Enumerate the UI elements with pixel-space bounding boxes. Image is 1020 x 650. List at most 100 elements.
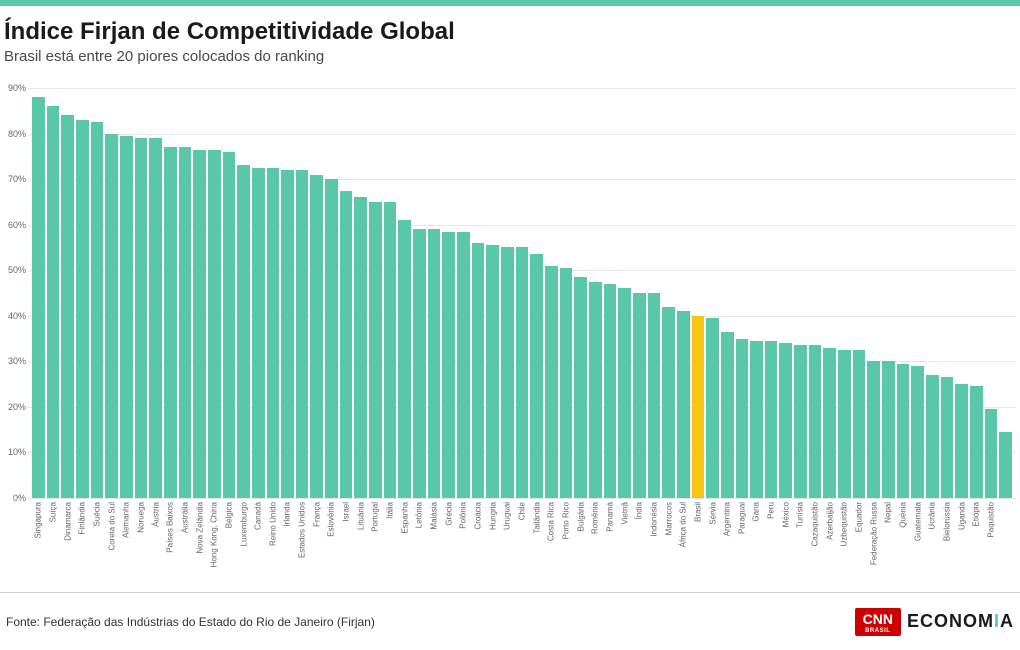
bar-slot bbox=[765, 88, 778, 498]
y-axis-label: 70% bbox=[4, 174, 26, 184]
x-label: Bulgária bbox=[576, 502, 585, 531]
bar-slot bbox=[501, 88, 514, 498]
x-label: Luxemburgo bbox=[239, 502, 248, 546]
y-axis-label: 10% bbox=[4, 447, 26, 457]
x-label: Alemanha bbox=[122, 502, 131, 538]
bar bbox=[765, 341, 778, 498]
bar bbox=[149, 138, 162, 498]
bar-slot bbox=[252, 88, 265, 498]
x-label: Eslovênia bbox=[327, 502, 336, 537]
bar-slot bbox=[281, 88, 294, 498]
bar bbox=[61, 115, 74, 498]
bar bbox=[120, 136, 133, 498]
top-accent-border bbox=[0, 0, 1020, 6]
bar-slot bbox=[369, 88, 382, 498]
bar bbox=[76, 120, 89, 498]
bar-slot bbox=[398, 88, 411, 498]
bar-slot bbox=[633, 88, 646, 498]
x-label: Panamá bbox=[605, 502, 614, 532]
x-label: Ucrânia bbox=[928, 502, 937, 530]
bar-slot bbox=[604, 88, 617, 498]
bar-slot bbox=[955, 88, 968, 498]
bar-slot bbox=[853, 88, 866, 498]
x-label: Singapura bbox=[34, 502, 43, 538]
x-label: Portugal bbox=[371, 502, 380, 532]
bar-slot bbox=[76, 88, 89, 498]
plot-region: 0%10%20%30%40%50%60%70%80%90% bbox=[28, 88, 1016, 498]
bar bbox=[281, 170, 294, 498]
bar bbox=[223, 152, 236, 498]
bar bbox=[47, 106, 60, 498]
x-label: Finlândia bbox=[78, 502, 87, 534]
bar bbox=[105, 134, 118, 498]
x-label: Porto Rico bbox=[561, 502, 570, 539]
bar bbox=[369, 202, 382, 498]
bar bbox=[296, 170, 309, 498]
bar bbox=[853, 350, 866, 498]
bar bbox=[999, 432, 1012, 498]
x-label: Uganda bbox=[957, 502, 966, 530]
bar-slot bbox=[120, 88, 133, 498]
bar bbox=[428, 229, 441, 498]
bar bbox=[325, 179, 338, 498]
bar-slot bbox=[179, 88, 192, 498]
bar bbox=[941, 377, 954, 498]
bar bbox=[91, 122, 104, 498]
bar bbox=[867, 361, 880, 498]
bar bbox=[516, 247, 529, 498]
bar bbox=[252, 168, 265, 498]
x-label: México bbox=[781, 502, 790, 527]
bar bbox=[193, 150, 206, 499]
bar bbox=[310, 175, 323, 498]
bar bbox=[838, 350, 851, 498]
bar bbox=[486, 245, 499, 498]
x-label: Países Baixos bbox=[166, 502, 175, 553]
bar bbox=[574, 277, 587, 498]
y-axis-label: 20% bbox=[4, 402, 26, 412]
bar-slot bbox=[589, 88, 602, 498]
bar bbox=[384, 202, 397, 498]
bar-slot bbox=[267, 88, 280, 498]
x-label: Costa Rica bbox=[547, 502, 556, 541]
x-label: África do Sul bbox=[679, 502, 688, 547]
x-label: Suíça bbox=[48, 502, 57, 522]
chart-title: Índice Firjan de Competitividade Global bbox=[4, 18, 1016, 46]
bar bbox=[530, 254, 543, 498]
x-label: Letônia bbox=[415, 502, 424, 528]
x-label: Cazaquistão bbox=[811, 502, 820, 546]
bar bbox=[955, 384, 968, 498]
bar bbox=[970, 386, 983, 498]
economia-logo: ECONOMIA bbox=[907, 611, 1014, 632]
x-label: Brasil bbox=[693, 502, 702, 522]
bar-slot bbox=[149, 88, 162, 498]
bar-slot bbox=[310, 88, 323, 498]
bar-slot bbox=[574, 88, 587, 498]
x-label: Marrocos bbox=[664, 502, 673, 535]
cnn-logo: CNN BRASIL bbox=[855, 608, 901, 636]
x-label: Tunísia bbox=[796, 502, 805, 528]
chart-subtitle: Brasil está entre 20 piores colocados do… bbox=[4, 48, 1016, 65]
x-label: Croácia bbox=[474, 502, 483, 530]
bar bbox=[633, 293, 646, 498]
x-label: Índia bbox=[635, 502, 644, 519]
x-label: Tailândia bbox=[532, 502, 541, 534]
y-axis-label: 90% bbox=[4, 83, 26, 93]
y-axis-label: 60% bbox=[4, 220, 26, 230]
x-label: Reino Unido bbox=[268, 502, 277, 546]
bar-slot bbox=[721, 88, 734, 498]
bar-slot bbox=[560, 88, 573, 498]
bar-slot bbox=[911, 88, 924, 498]
bar-slot bbox=[32, 88, 45, 498]
x-label: Polônia bbox=[459, 502, 468, 529]
bar-slot bbox=[47, 88, 60, 498]
y-axis-label: 0% bbox=[4, 493, 26, 503]
bar bbox=[545, 266, 558, 498]
bar bbox=[267, 168, 280, 498]
bar-slot bbox=[662, 88, 675, 498]
x-label: Paraguai bbox=[737, 502, 746, 534]
x-label: Uruguai bbox=[503, 502, 512, 530]
bar-slot bbox=[823, 88, 836, 498]
chart-area: 0%10%20%30%40%50%60%70%80%90% Singapura S… bbox=[4, 88, 1016, 574]
bar-slot bbox=[985, 88, 998, 498]
bar bbox=[560, 268, 573, 498]
